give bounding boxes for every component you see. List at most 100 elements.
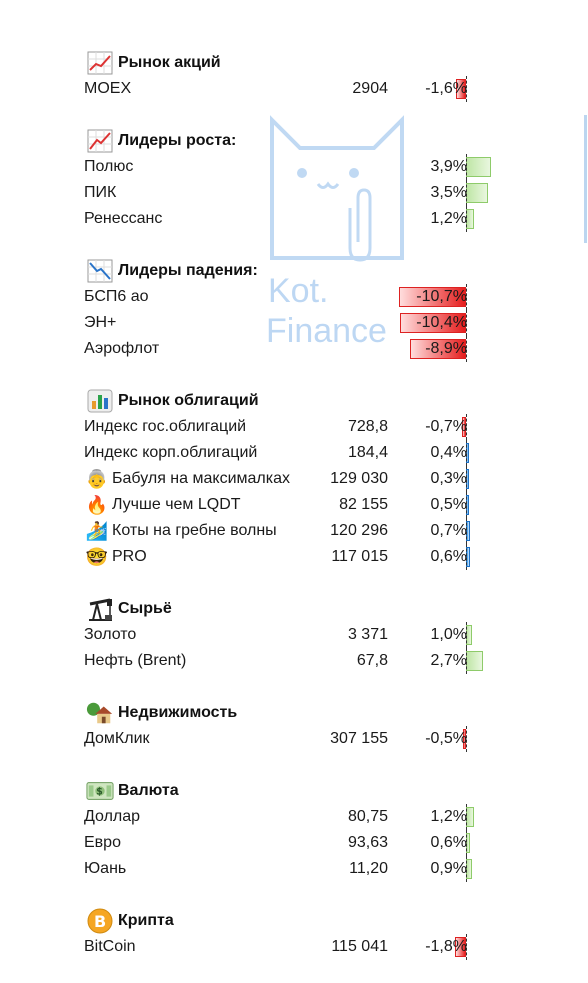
row-value: 129 030: [330, 470, 388, 487]
section-title-bonds: Рынок облигаций: [86, 388, 259, 414]
row-value: 82 155: [339, 496, 388, 513]
row-name: Юань: [84, 856, 126, 882]
table-row: 🔥 Лучше чем LQDT 82 155 0,5%: [0, 492, 588, 518]
zero-axis: [466, 154, 467, 180]
table-row: Аэрофлот -8,9%: [0, 336, 588, 362]
section-title-text: Рынок облигаций: [118, 392, 259, 409]
row-name: Евро: [84, 830, 121, 856]
table-row: 🤓 PRO 117 015 0,6%: [0, 544, 588, 570]
row-name: ПИК: [84, 180, 116, 206]
section-title-realty: Недвижимость: [86, 700, 237, 726]
row-name: Индекс корп.облигаций: [84, 440, 257, 466]
row-value: 11,20: [349, 860, 388, 877]
row-name-text: Коты на гребне волны: [112, 522, 277, 539]
row-name: 🏄 Коты на гребне волны: [84, 518, 277, 544]
row-name-text: ДомКлик: [84, 730, 150, 747]
row-change-percent: 0,7%: [430, 522, 467, 539]
row-name-text: Индекс гос.облигаций: [84, 418, 247, 435]
zero-axis: [466, 440, 467, 466]
row-name-text: Евро: [84, 834, 121, 851]
table-row: BitCoin 115 041 -1,8%: [0, 934, 588, 960]
row-name: Доллар: [84, 804, 140, 830]
edge-divider: [584, 115, 587, 243]
zero-axis: [466, 76, 467, 102]
table-row: 🏄 Коты на гребне волны 120 296 0,7%: [0, 518, 588, 544]
watermark-line1: Kot.: [268, 272, 329, 310]
chart-up-icon: [86, 50, 114, 76]
svg-text:$: $: [96, 787, 103, 798]
zero-axis: [466, 544, 467, 570]
row-name-text: Индекс корп.облигаций: [84, 444, 258, 461]
section-title-text: Валюта: [118, 782, 179, 799]
row-name-text: Нефть (Brent): [84, 652, 187, 669]
oil-pump-icon: [86, 596, 114, 622]
watermark-line2: Finance: [266, 312, 387, 350]
surfer-icon: 🏄: [85, 521, 109, 541]
row-name: Полюс: [84, 154, 133, 180]
zero-axis: [466, 414, 467, 440]
section-title-text: Крипта: [118, 912, 174, 929]
row-value: 307 155: [330, 730, 388, 747]
zero-axis: [466, 180, 467, 206]
change-bar: [462, 729, 466, 749]
row-value: 117 015: [331, 548, 388, 565]
change-bar: [466, 807, 474, 827]
row-change-percent: 0,4%: [430, 444, 467, 461]
section-title-text: Рынок акций: [118, 54, 221, 71]
trending-down-icon: [86, 258, 114, 284]
row-name: БСП6 ао: [84, 284, 149, 310]
row-value: 184,4: [347, 444, 388, 461]
row-change-percent: 1,2%: [430, 808, 467, 825]
row-change-percent: 0,5%: [430, 496, 467, 513]
row-change-percent: 3,5%: [430, 184, 467, 201]
row-name: ДомКлик: [84, 726, 150, 752]
section-title-stocks: Рынок акций: [86, 50, 221, 76]
section-title-text: Недвижимость: [118, 704, 238, 721]
zero-axis: [466, 336, 467, 362]
section-title-text: Лидеры падения:: [118, 262, 258, 279]
row-name-text: PRO: [112, 548, 147, 565]
change-bar: [466, 183, 489, 203]
row-name: Золото: [84, 622, 136, 648]
nerd-face-icon: 🤓: [85, 547, 109, 567]
row-name: Нефть (Brent): [84, 648, 186, 674]
section-title-losers: Лидеры падения:: [86, 258, 258, 284]
row-change-percent: -1,8%: [425, 938, 467, 955]
zero-axis: [466, 726, 467, 752]
zero-axis: [466, 466, 467, 492]
row-name-text: MOEX: [84, 80, 132, 97]
row-name-text: Доллар: [84, 808, 141, 825]
table-row: ЭН+ -10,4%: [0, 310, 588, 336]
change-bar: [400, 313, 466, 333]
change-bar: [454, 937, 466, 957]
row-name: 🔥 Лучше чем LQDT: [84, 492, 241, 518]
row-change-percent: 1,2%: [430, 210, 467, 227]
zero-axis: [466, 830, 467, 856]
row-change-percent: -1,6%: [425, 80, 467, 97]
bitcoin-icon: B: [86, 908, 114, 934]
table-row: ПИК 3,5%: [0, 180, 588, 206]
row-name-text: ПИК: [84, 184, 117, 201]
row-value: 80,75: [347, 808, 388, 825]
table-row: Нефть (Brent) 67,8 2,7%: [0, 648, 588, 674]
table-row: Индекс корп.облигаций 184,4 0,4%: [0, 440, 588, 466]
zero-axis: [466, 804, 467, 830]
row-name-text: ЭН+: [84, 314, 117, 331]
row-change-percent: -8,9%: [425, 340, 467, 357]
row-name: 👵 Бабуля на максималках: [84, 466, 290, 492]
change-bar: [398, 287, 466, 307]
change-bar: [409, 339, 466, 359]
row-name: Аэрофлот: [84, 336, 159, 362]
row-change-percent: 2,7%: [430, 652, 467, 669]
section-title-crypto: B Крипта: [86, 908, 174, 934]
row-name-text: Бабуля на максималках: [112, 470, 290, 487]
change-bar: [466, 157, 491, 177]
row-name: MOEX: [84, 76, 131, 102]
svg-text:B: B: [94, 912, 106, 931]
row-name-text: Лучше чем LQDT: [112, 496, 241, 513]
table-row: Юань 11,20 0,9%: [0, 856, 588, 882]
fire-icon: 🔥: [85, 495, 109, 515]
row-name-text: Полюс: [84, 158, 134, 175]
section-title-currency: $ Валюта: [86, 778, 179, 804]
